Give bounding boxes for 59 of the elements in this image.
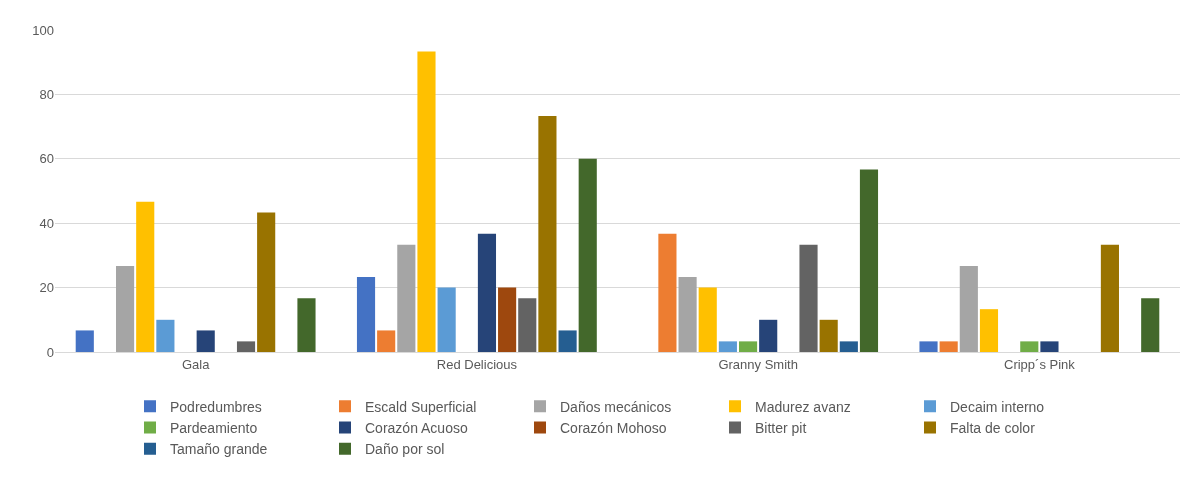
bar xyxy=(839,341,858,352)
bar xyxy=(417,51,436,352)
x-tick-label: Cripp´s Pink xyxy=(1003,356,1076,372)
bar xyxy=(297,298,316,352)
y-tick-label: 40 xyxy=(39,215,54,231)
bar xyxy=(116,266,135,352)
bar xyxy=(919,341,938,352)
y-tick-label: 100 xyxy=(32,22,54,38)
bar xyxy=(498,287,517,352)
bar xyxy=(75,330,94,352)
bar xyxy=(558,330,577,352)
bar xyxy=(518,298,537,352)
bar xyxy=(538,115,557,352)
bar xyxy=(1141,298,1160,352)
legend-label: Pardeamiento xyxy=(170,419,258,436)
legend-label: Madurez avanz xyxy=(755,398,851,415)
legend-label: Tamaño grande xyxy=(170,441,268,458)
bar xyxy=(759,319,778,352)
y-tick-label: 80 xyxy=(39,86,54,102)
bar xyxy=(397,244,416,352)
bar xyxy=(356,276,376,352)
legend-label: Podredumbres xyxy=(170,398,262,415)
bar xyxy=(578,158,597,352)
bar xyxy=(799,244,818,352)
legend-label: Corazón Mohoso xyxy=(560,419,667,436)
x-tick-label: Granny Smith xyxy=(718,356,798,372)
y-tick-label: 60 xyxy=(39,151,54,167)
legend-label: Decaim interno xyxy=(950,398,1045,415)
x-tick-label: Gala xyxy=(181,356,211,372)
bar xyxy=(819,319,838,352)
legend-label: Bitter pit xyxy=(755,419,807,436)
bar xyxy=(979,309,999,352)
bar xyxy=(698,287,717,352)
bar xyxy=(236,341,256,352)
bar xyxy=(658,233,677,352)
bar xyxy=(1100,244,1119,352)
bar xyxy=(678,276,697,352)
bar xyxy=(959,266,978,352)
bar xyxy=(1020,341,1039,352)
y-tick-label: 20 xyxy=(39,280,54,296)
bar xyxy=(1040,341,1059,352)
legend-label: Daños mecánicos xyxy=(560,398,672,415)
bar xyxy=(437,287,456,352)
bar xyxy=(196,330,215,352)
legend-label: Corazón Acuoso xyxy=(365,419,468,436)
y-tick-label: 0 xyxy=(46,344,54,360)
bar xyxy=(738,341,758,352)
bar xyxy=(859,169,879,352)
bar xyxy=(718,341,737,352)
x-tick-label: Red Delicious xyxy=(436,356,518,372)
bar xyxy=(257,212,276,352)
legend-label: Daño por sol xyxy=(365,441,445,458)
bar xyxy=(377,330,396,352)
legend-label: Falta de color xyxy=(950,419,1036,436)
legend-label: Escald Superficial xyxy=(365,398,477,415)
bar xyxy=(939,341,958,352)
bar xyxy=(156,319,175,352)
bar xyxy=(136,201,155,352)
bar xyxy=(477,233,497,352)
